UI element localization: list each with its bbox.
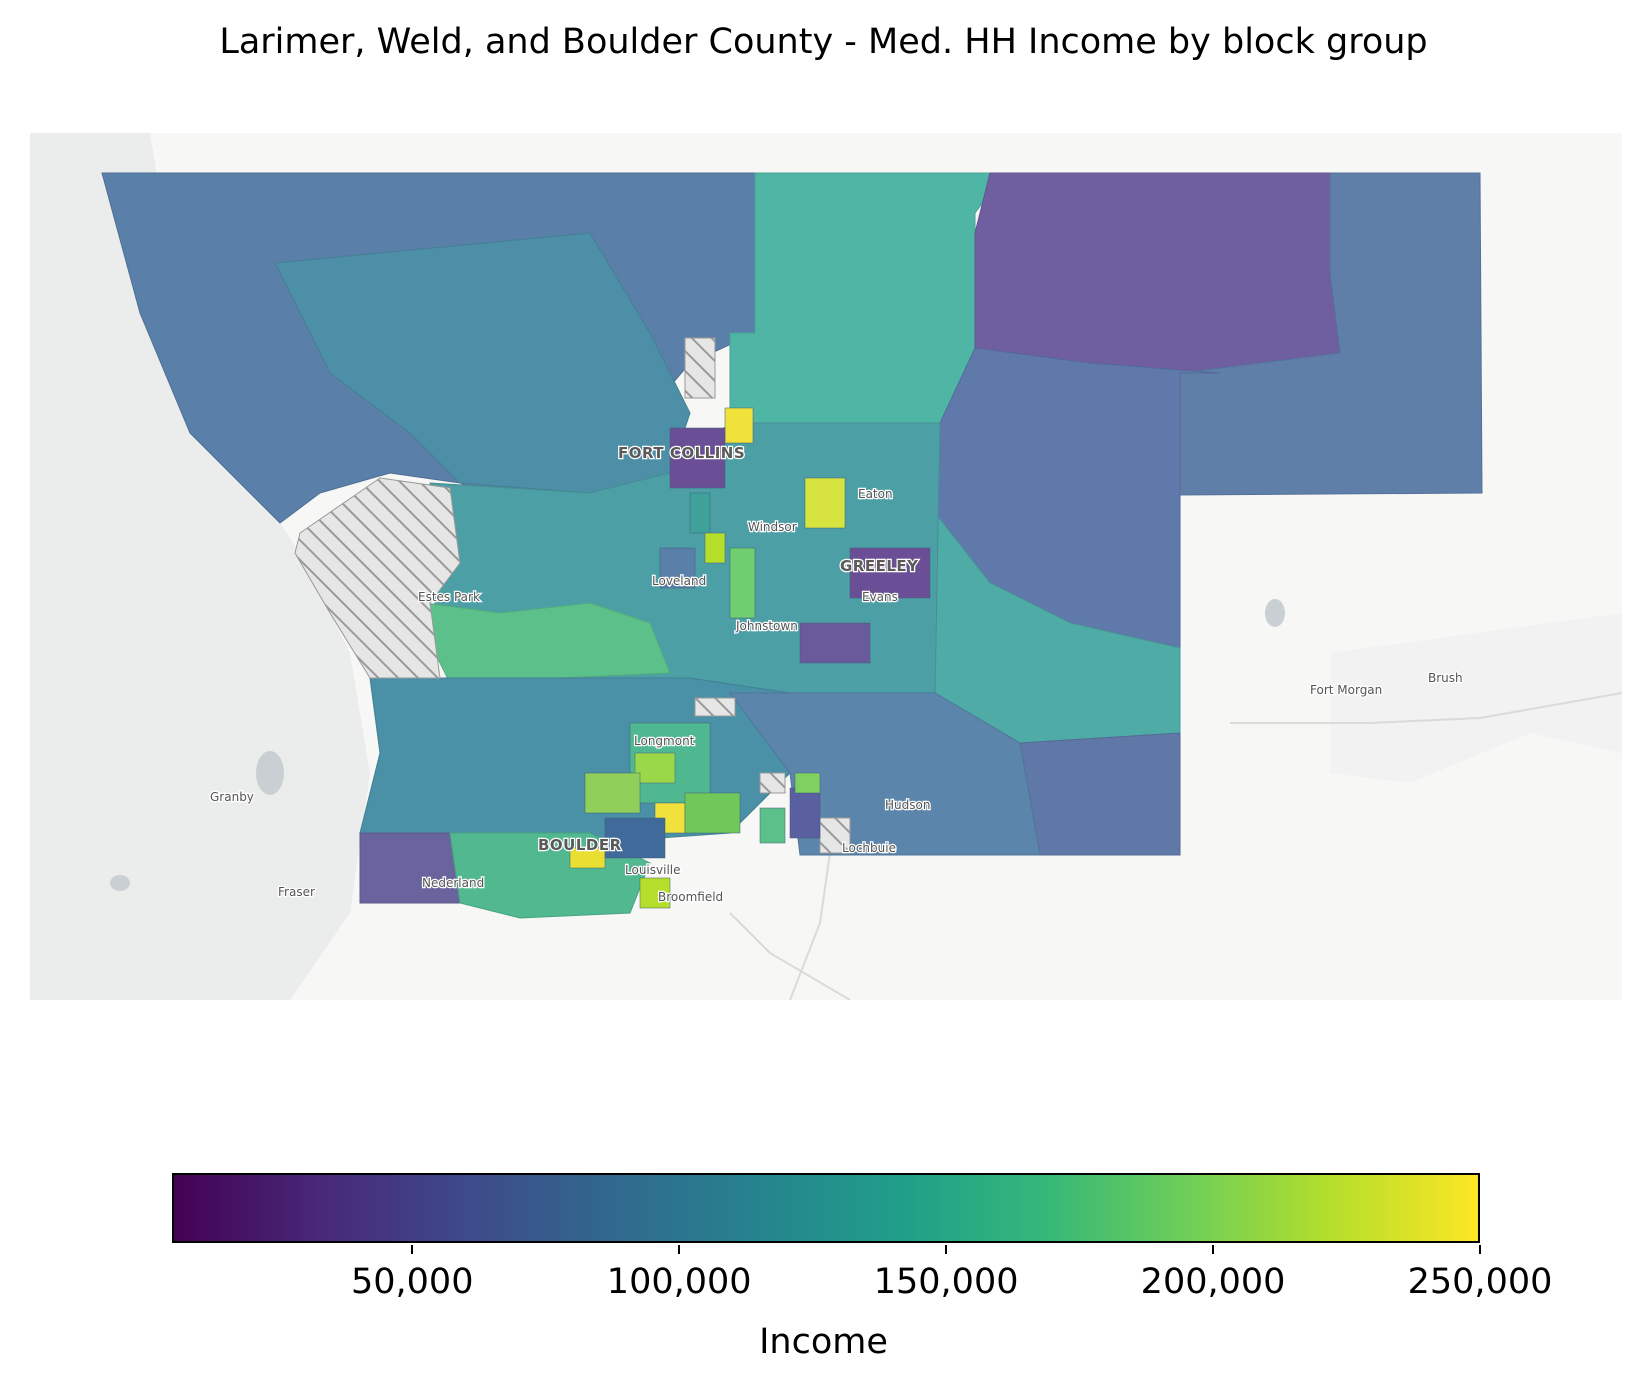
label-boulder: BOULDER (538, 836, 622, 854)
label-brush: Brush (1428, 671, 1463, 685)
missing-data-tract-3 (759, 772, 786, 794)
colorbar-tick-label: 100,000 (606, 1262, 752, 1302)
colorbar-tick (1212, 1245, 1215, 1254)
missing-data-tract-1 (684, 337, 716, 399)
colorbar-tick-label: 250,000 (1407, 1262, 1553, 1302)
label-broomfield: Broomfield (658, 890, 723, 904)
label-fraser: Fraser (278, 885, 315, 899)
label-evans: Evans (862, 590, 898, 604)
label-hudson: Hudson (885, 798, 930, 812)
colorbar-tick (411, 1245, 414, 1254)
label-johnstown: Johnstown (735, 619, 798, 633)
label-eaton: Eaton (858, 487, 893, 501)
label-estes-park: Estes Park (418, 590, 480, 604)
place-labels: FORT COLLINS Eaton Windsor GREELEY Lovel… (209, 443, 1464, 906)
label-greeley: GREELEY (840, 557, 919, 575)
choropleth-map: FORT COLLINS Eaton Windsor GREELEY Lovel… (30, 133, 1622, 1000)
label-louisville: Louisville (625, 863, 681, 877)
basemap-roads (729, 692, 1622, 1000)
colorbar-tick (678, 1245, 681, 1254)
label-lochbuie: Lochbuie (842, 841, 896, 855)
urban-block-groups (569, 407, 931, 909)
region-weld-northeast (974, 172, 1341, 374)
map-title: Larimer, Weld, and Boulder County - Med.… (219, 22, 1428, 62)
label-longmont: Longmont (634, 734, 695, 748)
colorbar-tick-label: 200,000 (1140, 1262, 1286, 1302)
colorbar-tick (945, 1245, 948, 1254)
label-granby: Granby (210, 790, 254, 804)
region-weld-far-southeast (1019, 732, 1181, 856)
missing-data-rocky-mountain-np (294, 477, 461, 679)
colorbar-tick (1479, 1245, 1481, 1254)
label-loveland: Loveland (652, 574, 706, 588)
label-fort-collins: FORT COLLINS (618, 444, 745, 462)
label-windsor: Windsor (748, 520, 797, 534)
basemap-water (110, 599, 1285, 891)
basemap-terrain (30, 133, 1622, 1000)
label-nederland: Nederland (422, 876, 484, 890)
colorbar-tick-label: 50,000 (351, 1262, 474, 1302)
missing-data-tract-4 (819, 817, 851, 854)
colorbar-label: Income (759, 1322, 888, 1362)
missing-data-tract-2 (694, 697, 736, 717)
colorbar (172, 1173, 1480, 1243)
colorbar-tick-label: 150,000 (873, 1262, 1019, 1302)
label-fort-morgan: Fort Morgan (1310, 683, 1382, 697)
